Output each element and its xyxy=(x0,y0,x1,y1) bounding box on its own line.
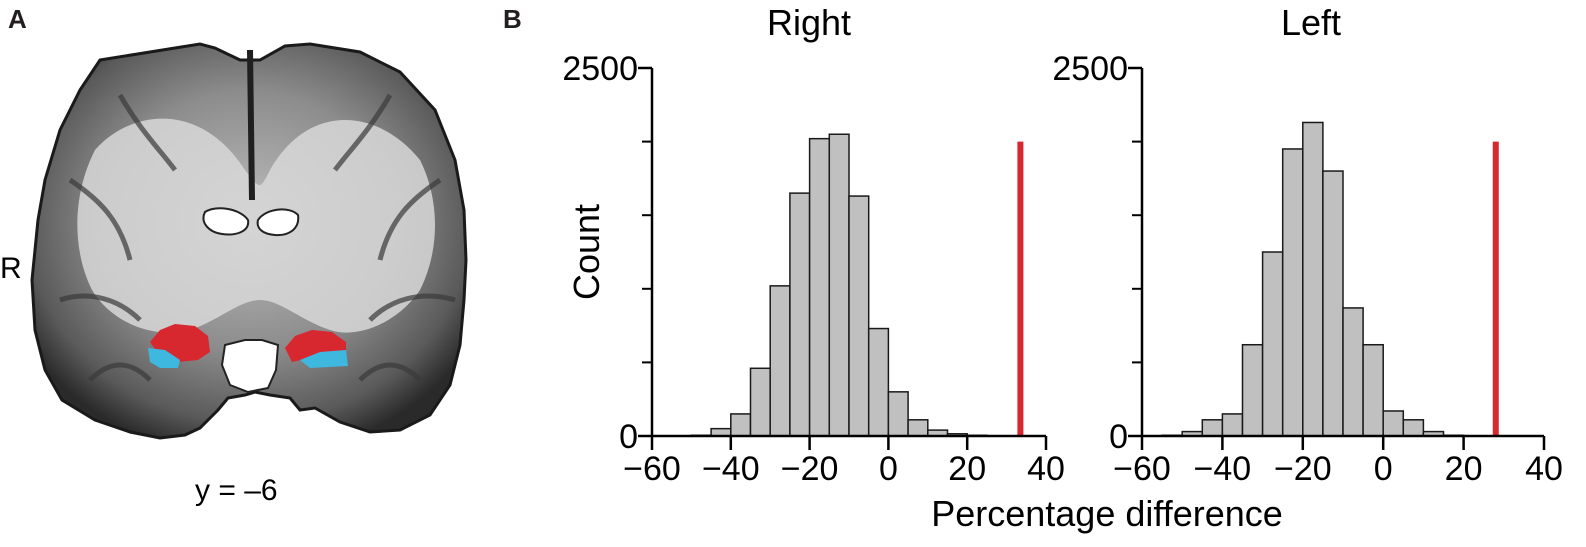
sulci xyxy=(59,93,456,382)
x-tick-label: 40 xyxy=(1027,450,1065,488)
ventricles xyxy=(202,207,300,237)
histogram-bar xyxy=(1302,121,1324,437)
histogram-bar xyxy=(1362,343,1384,437)
x-tick-label: −40 xyxy=(702,450,760,488)
histogram-bar xyxy=(867,327,890,437)
brain-slice-figure: R y = –6 xyxy=(0,0,520,542)
x-tick-label: −20 xyxy=(781,450,839,488)
histogram-bar xyxy=(907,419,929,437)
histogram-bar xyxy=(789,192,811,437)
histogram-bar xyxy=(769,285,791,437)
chart-right: 0 2500 −60 −40 −20 0 20 40 Right Count xyxy=(562,2,1065,488)
histogram-bar xyxy=(1261,251,1284,437)
histogram-bar xyxy=(1402,419,1425,437)
x-tick-label: 20 xyxy=(1445,450,1483,488)
histogram-bar xyxy=(1241,343,1264,437)
x-tick-label: −60 xyxy=(1113,450,1171,488)
x-tick-label: −40 xyxy=(1194,450,1252,488)
histogram-bar xyxy=(1221,413,1244,437)
longitudinal-fissure xyxy=(247,49,255,201)
white-matter xyxy=(77,118,436,333)
x-tick-label: 20 xyxy=(948,450,986,488)
hemisphere-side-label: R xyxy=(0,252,22,285)
x-tick-label: 0 xyxy=(1374,450,1393,488)
y-tick-label: 0 xyxy=(1109,418,1128,456)
y-tick-label: 0 xyxy=(619,418,638,456)
histogram-bar xyxy=(749,367,771,437)
x-tick-label: 0 xyxy=(879,450,898,488)
histogram-bar xyxy=(1382,410,1405,437)
histogram-bar xyxy=(828,133,850,437)
third-ventricle xyxy=(220,339,280,394)
left-blue-region xyxy=(300,350,348,368)
histogram-bar xyxy=(887,391,909,437)
chart-title: Right xyxy=(767,2,851,43)
slice-coordinate-label: y = –6 xyxy=(195,474,278,507)
panel-a-letter: A xyxy=(8,4,27,34)
chart-left: 0 2500 −60 −40 −20 0 20 40 Left xyxy=(1052,2,1563,488)
histogram-bar xyxy=(730,413,752,437)
x-tick-label: −20 xyxy=(1274,450,1332,488)
x-tick-label: −60 xyxy=(623,450,681,488)
histogram-bar xyxy=(1322,170,1344,437)
y-tick-label: 2500 xyxy=(562,50,638,88)
x-tick-label: 40 xyxy=(1525,450,1563,488)
brain-slice-image xyxy=(30,42,468,440)
x-axis-label: Percentage difference xyxy=(931,493,1283,534)
histogram-bar xyxy=(848,195,870,437)
histogram-bar xyxy=(808,137,831,437)
panel-b-letter: B xyxy=(503,4,522,34)
y-axis-label: Count xyxy=(566,204,607,300)
histogram-bar xyxy=(1281,148,1304,437)
chart-title: Left xyxy=(1281,2,1341,43)
right-blue-region xyxy=(148,348,180,368)
histogram-bar xyxy=(1201,419,1224,437)
y-tick-label: 2500 xyxy=(1052,50,1128,88)
histogram-bar xyxy=(1342,307,1364,437)
